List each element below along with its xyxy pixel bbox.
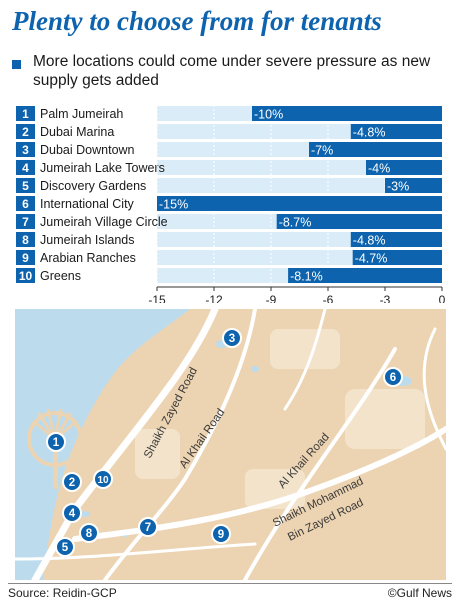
x-tick-label: -3 [380,293,391,303]
map-marker [93,469,113,489]
value-label: -8.1% [290,270,323,284]
rank-badge [16,196,35,211]
bar [352,250,442,265]
map-marker-label: 8 [86,528,93,540]
rank-badge [16,142,35,157]
source-note: Source: Reidin-GCP [8,586,117,600]
value-label: -4% [368,162,390,176]
rank-label: 1 [22,107,29,121]
rank-badge [16,232,35,247]
bar [385,178,442,193]
rank-badge [16,268,35,283]
chart-subtitle: More locations could come under severe p… [33,53,431,89]
map-marker [138,517,158,537]
category-label: International City [40,197,135,211]
rank-label: 3 [22,143,29,157]
rank-badge [16,160,35,175]
map-marker-label: 9 [218,529,224,541]
bar [366,160,442,175]
x-tick-label: -9 [266,293,277,303]
rank-label: 7 [22,215,29,229]
bar [288,268,442,283]
category-label: Jumeirah Lake Towers [40,161,165,175]
category-label: Jumeirah Village Circle [40,215,168,229]
rank-label: 8 [22,233,29,247]
map-marker [79,523,99,543]
rank-label: 4 [22,161,29,175]
palm-island [27,408,83,489]
rank-label: 5 [22,179,29,193]
rank-badge [16,178,35,193]
area-map: Shaikh Zayed Road Al Khail Road Al Khail… [15,309,446,580]
map-marker-label: 7 [145,522,151,534]
rank-badge [16,106,35,121]
category-label: Jumeirah Islands [40,233,135,247]
value-label: -4.7% [355,252,388,266]
subtitle-bullet [12,60,21,69]
bar-chart: 1 Palm Jumeirah 2 Dubai Marina 3 Dubai Downto… [16,105,446,303]
map-marker [62,472,82,492]
bar [350,124,442,139]
map-marker [222,328,242,348]
rank-label: 10 [19,269,33,283]
value-label: -10% [254,108,283,122]
map-marker-label: 2 [69,477,75,489]
x-tick-label: -6 [323,293,334,303]
category-label: Greens [40,269,81,283]
map-marker-label: 4 [69,508,76,520]
x-tick-label: 0 [439,293,446,303]
rank-badge [16,250,35,265]
map-districts [135,329,425,509]
map-sea [15,309,190,580]
bar-background [157,178,442,193]
map-markers: 1 2 3 4 5 6 7 8 9 10 [46,328,403,557]
x-tick-label: -15 [148,293,166,303]
map-marker [62,503,82,523]
bar [157,196,442,211]
chart-title: Plenty to choose from for tenants [12,6,382,36]
map-marker-label: 1 [53,437,60,449]
rank-label: 9 [22,251,29,265]
rank-badge [16,124,35,139]
bar [350,232,442,247]
bar [309,142,442,157]
map-marker [46,432,66,452]
value-label: -3% [387,180,409,194]
rank-label: 2 [22,125,29,139]
rank-label: 6 [22,197,29,211]
map-marker-label: 10 [97,475,109,486]
credit-note: ©Gulf News [387,586,452,600]
bar [252,106,442,121]
category-label: Dubai Marina [40,125,114,139]
category-label: Palm Jumeirah [40,107,123,121]
value-label: -4.8% [353,234,386,248]
category-label: Arabian Ranches [40,251,136,265]
bar [276,214,442,229]
category-label: Dubai Downtown [40,143,135,157]
rank-badge [16,214,35,229]
map-marker [211,524,231,544]
map-marker-label: 3 [229,333,235,345]
footer-divider [8,583,452,584]
map-marker-label: 6 [390,372,396,384]
value-label: -8.7% [279,216,312,230]
value-label: -4.8% [353,126,386,140]
map-roads [15,309,446,580]
x-tick-label: -12 [205,293,223,303]
map-marker [55,537,75,557]
map-marker [383,367,403,387]
value-label: -7% [311,144,333,158]
value-label: -15% [159,198,188,212]
category-label: Discovery Gardens [40,179,146,193]
map-marker-label: 5 [62,542,69,554]
